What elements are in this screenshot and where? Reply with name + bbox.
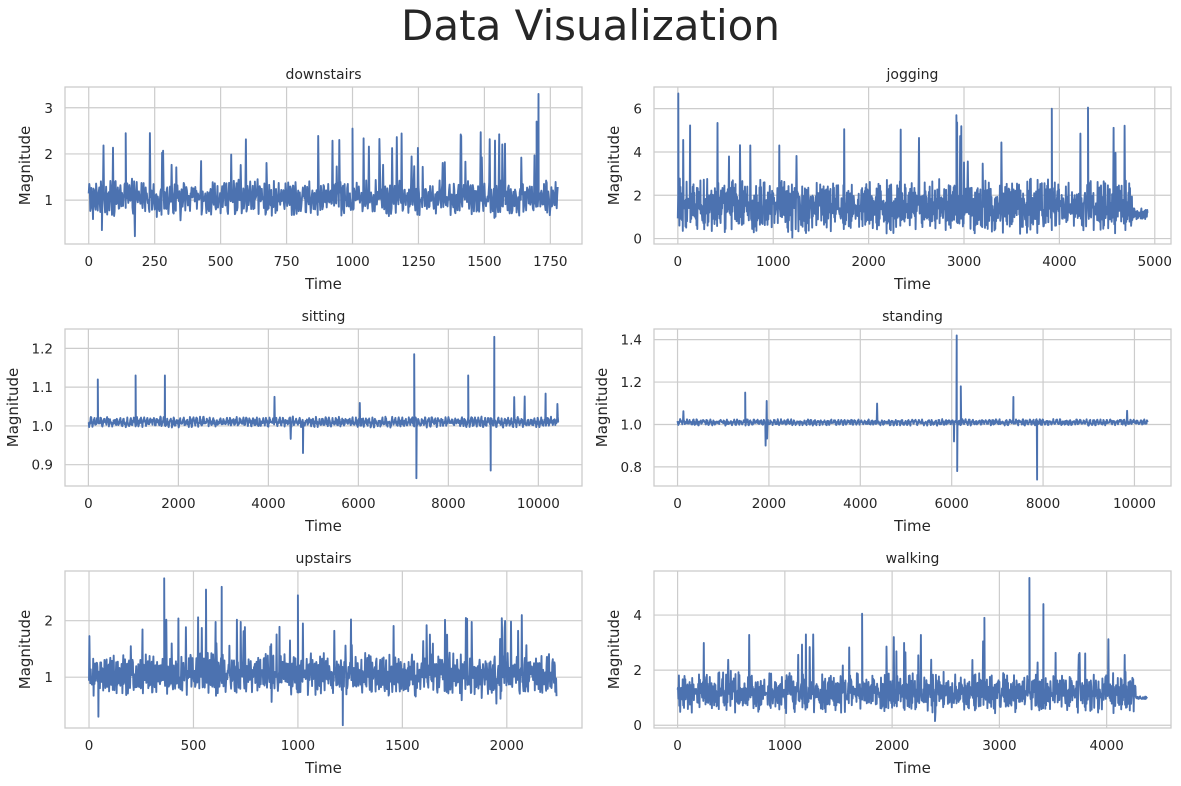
- subplot-title: sitting: [302, 309, 346, 325]
- x-tick-label: 0: [673, 496, 682, 512]
- y-axis-label: Magnitude: [16, 610, 34, 689]
- x-tick-label: 2000: [752, 496, 786, 512]
- x-tick-label: 3000: [947, 254, 981, 270]
- x-axis-label: Time: [304, 275, 342, 293]
- x-tick-label: 4000: [251, 496, 285, 512]
- y-axis-label: Magnitude: [593, 368, 611, 447]
- series-line-standing: [676, 334, 1149, 481]
- x-tick-label: 6000: [341, 496, 375, 512]
- subplot-sitting: 0 2000 4000 6000 8000 10000 0.9 1.0 1.1 1.2 sittin…: [4, 309, 583, 535]
- x-tick-label: 8000: [1026, 496, 1060, 512]
- y-tick-label: 0.9: [32, 458, 53, 474]
- y-tick-label: 1.2: [621, 375, 642, 391]
- y-tick-label: 1.2: [32, 341, 53, 357]
- x-tick-label: 2000: [875, 738, 909, 754]
- subplot-jogging: 0 1000 2000 3000 4000 5000 0 2 4 6 jogging Time Magn…: [605, 67, 1172, 293]
- x-tick-label: 1500: [467, 254, 501, 270]
- y-tick-label: 2: [633, 663, 642, 679]
- y-tick-label: 0: [633, 232, 642, 248]
- x-tick-label: 2000: [851, 254, 885, 270]
- x-axis-label: Time: [304, 759, 342, 777]
- subplot-downstairs: 0 250 500 750 1000 1250 1500 1750 1 2 3 downstairs T…: [16, 67, 583, 293]
- y-tick-label: 1: [44, 670, 53, 686]
- y-tick-label: 1.1: [32, 380, 53, 396]
- subplot-standing: 0 2000 4000 6000 8000 10000 0.8 1.0 1.2 1.4 standi…: [593, 309, 1172, 535]
- x-axis-label: Time: [893, 275, 931, 293]
- plot-frame: [64, 570, 583, 729]
- plot-frame: [64, 86, 583, 245]
- figure-title: Data Visualization: [401, 1, 780, 50]
- series-line-walking: [676, 576, 1148, 723]
- x-axis-label: Time: [893, 759, 931, 777]
- series-line-upstairs: [88, 577, 558, 727]
- x-tick-label: 250: [142, 254, 168, 270]
- series-line-jogging: [676, 92, 1149, 239]
- subplot-title: upstairs: [295, 551, 351, 567]
- y-tick-label: 1.0: [621, 417, 642, 433]
- x-tick-label: 4000: [843, 496, 877, 512]
- subplot-title: walking: [886, 551, 940, 567]
- x-tick-label: 0: [673, 738, 682, 754]
- x-tick-label: 4000: [1042, 254, 1076, 270]
- x-tick-label: 1750: [533, 254, 567, 270]
- x-tick-label: 10000: [1113, 496, 1156, 512]
- subplot-title: jogging: [886, 67, 939, 83]
- x-tick-label: 1000: [768, 738, 802, 754]
- x-tick-label: 1000: [756, 254, 790, 270]
- x-tick-label: 5000: [1138, 254, 1172, 270]
- y-tick-label: 2: [44, 614, 53, 630]
- x-tick-label: 1000: [281, 738, 315, 754]
- y-tick-label: 1.0: [32, 419, 53, 435]
- y-tick-label: 6: [633, 102, 642, 118]
- x-tick-label: 1000: [335, 254, 369, 270]
- y-axis-label: Magnitude: [605, 610, 623, 689]
- x-tick-label: 2000: [161, 496, 195, 512]
- x-tick-label: 500: [208, 254, 234, 270]
- plot-frame: [64, 328, 583, 487]
- x-tick-label: 10000: [517, 496, 560, 512]
- y-axis-label: Magnitude: [16, 126, 34, 205]
- subplot-title: standing: [882, 309, 943, 325]
- y-tick-label: 4: [633, 608, 642, 624]
- x-tick-label: 6000: [935, 496, 969, 512]
- x-tick-label: 1250: [401, 254, 435, 270]
- x-tick-label: 0: [84, 254, 93, 270]
- y-tick-label: 2: [633, 188, 642, 204]
- y-tick-label: 0: [633, 718, 642, 734]
- y-tick-label: 0.8: [621, 460, 642, 476]
- plot-frame: [653, 570, 1172, 729]
- x-axis-label: Time: [304, 517, 342, 535]
- y-tick-label: 2: [44, 147, 53, 163]
- y-tick-label: 4: [633, 145, 642, 161]
- x-tick-label: 8000: [431, 496, 465, 512]
- x-axis-label: Time: [893, 517, 931, 535]
- y-tick-label: 1: [44, 193, 53, 209]
- plot-frame: [653, 86, 1172, 245]
- y-axis-label: Magnitude: [4, 368, 22, 447]
- x-tick-label: 0: [674, 254, 683, 270]
- plot-frame: [653, 328, 1172, 487]
- x-tick-label: 0: [85, 738, 94, 754]
- x-tick-label: 3000: [982, 738, 1016, 754]
- x-tick-label: 4000: [1089, 738, 1123, 754]
- subplot-upstairs: 0 500 1000 1500 2000 1 2 upstairs Time Magnitude: [16, 551, 583, 777]
- y-tick-label: 1.4: [621, 333, 642, 349]
- x-tick-label: 750: [274, 254, 300, 270]
- x-tick-label: 2000: [490, 738, 524, 754]
- series-line-downstairs: [87, 92, 559, 238]
- subplot-title: downstairs: [285, 67, 361, 83]
- y-axis-label: Magnitude: [605, 126, 623, 205]
- series-line-sitting: [87, 335, 560, 480]
- x-tick-label: 1500: [385, 738, 419, 754]
- x-tick-label: 500: [181, 738, 207, 754]
- x-tick-label: 0: [84, 496, 93, 512]
- y-tick-label: 3: [44, 101, 53, 117]
- subplot-walking: 0 1000 2000 3000 4000 0 2 4 walking Time Magnitude: [605, 551, 1172, 777]
